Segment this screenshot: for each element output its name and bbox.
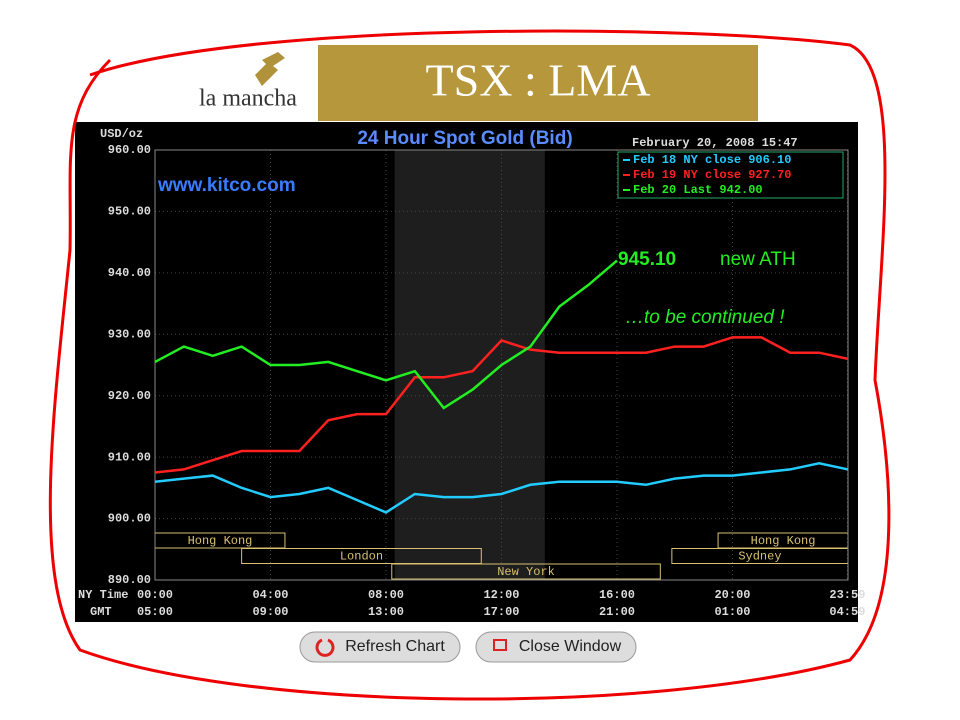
logo-text: la mancha bbox=[199, 86, 297, 112]
session-bar bbox=[391, 563, 661, 580]
y-tick-label: 960.00 bbox=[108, 143, 151, 157]
session-bar bbox=[241, 548, 482, 564]
x-tick-label: 00:00 bbox=[137, 588, 173, 602]
x-tick-label: 08:00 bbox=[368, 588, 404, 602]
y-tick-label: 920.00 bbox=[108, 389, 151, 403]
session-label: Hong Kong bbox=[751, 534, 816, 548]
plot: 890.00 900.00 910.00 920.00 930.00 940.00 950.… bbox=[108, 143, 866, 619]
button-label[interactable]: Refresh Chart bbox=[345, 638, 445, 655]
x-tick-label: 23:59 bbox=[829, 588, 865, 602]
highlight bbox=[394, 150, 545, 580]
banner bbox=[318, 45, 758, 121]
legend-label: Feb 20 Last 942.00 bbox=[633, 183, 763, 197]
y-axis-label: USD/oz bbox=[100, 127, 143, 141]
y-tick-label: 900.00 bbox=[108, 512, 151, 526]
series-line bbox=[154, 259, 618, 410]
annotation: 945.10 bbox=[618, 249, 676, 270]
series-line bbox=[154, 336, 849, 474]
x2-tick-label: 13:00 bbox=[368, 605, 404, 619]
session-label: Sydney bbox=[738, 550, 781, 564]
legend-label: Feb 18 NY close 906.10 bbox=[633, 153, 791, 167]
source: www.kitco.com bbox=[157, 175, 296, 196]
x2-tick-label: 01:00 bbox=[714, 605, 750, 619]
plot-frame bbox=[154, 149, 849, 581]
y-tick-label: 910.00 bbox=[108, 450, 151, 464]
x2-tick-label: 04:59 bbox=[829, 605, 865, 619]
refresh-button[interactable]: Refresh Chart bbox=[299, 631, 461, 663]
session-label: Hong Kong bbox=[188, 534, 253, 548]
y-tick-label: 950.00 bbox=[108, 205, 151, 219]
x-tick-label: 20:00 bbox=[714, 588, 750, 602]
logo: la mancha bbox=[199, 52, 297, 112]
x-tick-label: 12:00 bbox=[483, 588, 519, 602]
session-label: New York bbox=[497, 565, 555, 579]
x2-tick-label: 09:00 bbox=[252, 605, 288, 619]
x2-axis-label: GMT bbox=[90, 605, 112, 619]
hand-drawn-loop bbox=[48, 29, 891, 701]
y-tick-label: 940.00 bbox=[108, 266, 151, 280]
y-tick-label: 930.00 bbox=[108, 327, 151, 341]
legend-box bbox=[617, 151, 844, 199]
y-tick-label: 890.00 bbox=[108, 573, 151, 587]
annotation: …to be continued ! bbox=[625, 307, 785, 328]
series-line bbox=[154, 462, 849, 514]
annotation: new ATH bbox=[720, 249, 796, 270]
x2-tick-label: 21:00 bbox=[599, 605, 635, 619]
x-tick-label: 04:00 bbox=[252, 588, 288, 602]
button-label[interactable]: Close Window bbox=[519, 638, 622, 655]
x2-tick-label: 05:00 bbox=[137, 605, 173, 619]
x-axis-label: NY Time bbox=[78, 588, 128, 602]
legend-label: Feb 19 NY close 927.70 bbox=[633, 168, 791, 182]
close-button[interactable]: Close Window bbox=[475, 631, 637, 663]
x-tick-label: 16:00 bbox=[599, 588, 635, 602]
chart-title: 24 Hour Spot Gold (Bid) bbox=[357, 128, 572, 149]
session-label: London bbox=[340, 550, 383, 564]
banner-text: TSX : LMA bbox=[426, 55, 651, 106]
chart-date: February 20, 2008 15:47 bbox=[632, 136, 798, 150]
x2-tick-label: 17:00 bbox=[483, 605, 519, 619]
